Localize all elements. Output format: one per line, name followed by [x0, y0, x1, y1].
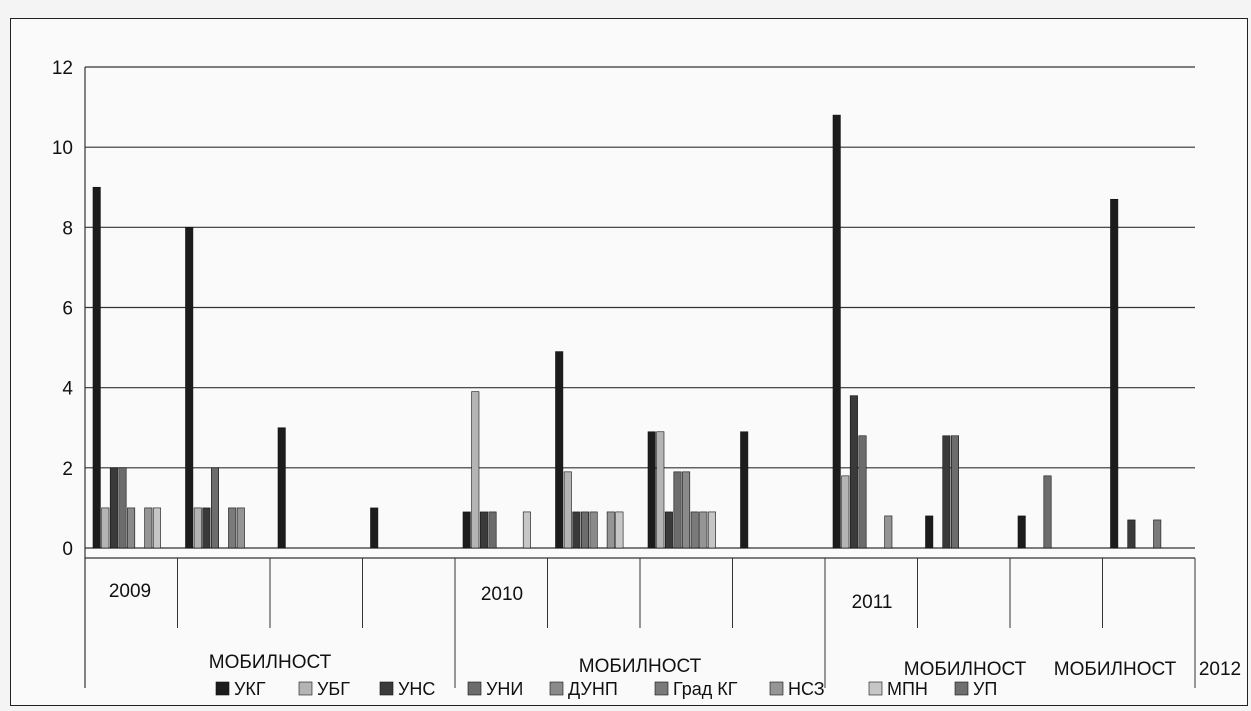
bar-УКГ [185, 227, 194, 549]
bar-УБГ [471, 391, 480, 549]
bar-УБГ [656, 431, 665, 549]
bar-ДУНП [589, 511, 598, 549]
legend-label: ДУНП [568, 679, 618, 699]
bar-УКГ [462, 511, 471, 549]
y-tick-label: 12 [52, 58, 73, 79]
bar-УКГ [1110, 198, 1119, 549]
category-label: 2009 [109, 581, 151, 602]
legend-swatch [215, 681, 230, 696]
y-tick-label: 4 [62, 379, 73, 400]
bar-УКГ [925, 515, 934, 549]
bar-УНИ [211, 467, 220, 549]
category-label: 2010 [481, 584, 523, 605]
bar-УКГ [92, 186, 101, 549]
bar-УНИ [858, 435, 867, 549]
legend-swatch [379, 681, 394, 696]
bar-УНС [572, 511, 581, 549]
bar-УНИ [118, 467, 127, 549]
bar-УНС [479, 511, 488, 549]
legend-label: УНС [398, 679, 435, 699]
bar-НСЗ [606, 511, 615, 549]
legend-swatch [954, 681, 969, 696]
bar-УКГ [1017, 515, 1026, 549]
legend-swatch [868, 681, 883, 696]
bar-УНС [664, 511, 673, 549]
category-label: МОБИЛНОСТ [209, 652, 332, 673]
bar-МПН [707, 511, 716, 549]
bar-УКГ [647, 431, 656, 549]
legend-label: УП [973, 679, 997, 699]
y-tick-label: 8 [62, 218, 73, 239]
legend-label: УБГ [317, 679, 350, 699]
legend-label: УКГ [234, 679, 266, 699]
category-label: МОБИЛНОСТ [904, 659, 1027, 680]
category-label: МОБИЛНОСТ [1054, 659, 1177, 680]
bar-УНИ [1043, 475, 1052, 549]
bar-ДУНП [682, 471, 691, 549]
x-axis [85, 557, 1196, 688]
legend-label: МПН [887, 679, 928, 699]
legend-label: НСЗ [788, 679, 825, 699]
bar-УНС [849, 395, 858, 549]
bar-ДУНП [127, 507, 136, 549]
legend-label: УНИ [486, 679, 523, 699]
legend-swatch [654, 681, 669, 696]
y-tick-label: 10 [52, 138, 73, 159]
legend-swatch [549, 681, 564, 696]
chart-frame [10, 18, 1248, 706]
bar-УНИ [950, 435, 959, 549]
bar-УКГ [740, 431, 749, 549]
legend-swatch [467, 681, 482, 696]
bar-УНС [202, 507, 211, 549]
bar-УБГ [193, 507, 202, 549]
grid-lines [84, 66, 1195, 688]
bar-Град КГ [1153, 519, 1162, 549]
category-label: 2011 [852, 592, 893, 613]
bar-НСЗ [236, 507, 245, 549]
bar-УКГ [370, 507, 379, 549]
bars [92, 114, 1162, 549]
y-tick-label: 2 [62, 459, 73, 480]
bar-НСЗ [884, 515, 893, 549]
bar-НСЗ [144, 507, 153, 549]
legend: УКГ УБГ УНС УНИ ДУНП Град КГ НСЗ МПН УП [215, 679, 997, 699]
bar-УНИ [673, 471, 682, 549]
bar-УКГ [555, 351, 564, 549]
bar-МПН [522, 511, 531, 549]
bar-Град КГ [228, 507, 237, 549]
category-label: 2012 [1199, 659, 1241, 680]
bar-УКГ [832, 114, 841, 549]
bar-УБГ [101, 507, 110, 549]
category-labels: 2009 2010 2011 МОБИЛНОСТ МОБИЛНОСТ МОБИЛНОСТ М… [109, 581, 1241, 680]
bar-УНС [942, 435, 951, 549]
legend-swatch [769, 681, 784, 696]
bar-УНС [1127, 519, 1136, 549]
bar-УБГ [841, 475, 850, 549]
y-tick-label: 6 [62, 299, 73, 320]
y-tick-label: 0 [62, 539, 73, 560]
y-axis-ticks: 0 2 4 6 8 10 12 [52, 58, 74, 560]
bar-УБГ [563, 471, 572, 549]
bar-УНИ [580, 511, 589, 549]
category-label: МОБИЛНОСТ [579, 656, 702, 677]
legend-label: Град КГ [673, 679, 738, 699]
bar-Град КГ [690, 511, 699, 549]
bar-МПН [615, 511, 624, 549]
bar-УНС [109, 467, 118, 549]
bar-УНИ [488, 511, 497, 549]
legend-swatch [298, 681, 313, 696]
bar-НСЗ [699, 511, 708, 549]
bar-УКГ [277, 427, 286, 549]
bar-МПН [152, 507, 161, 549]
